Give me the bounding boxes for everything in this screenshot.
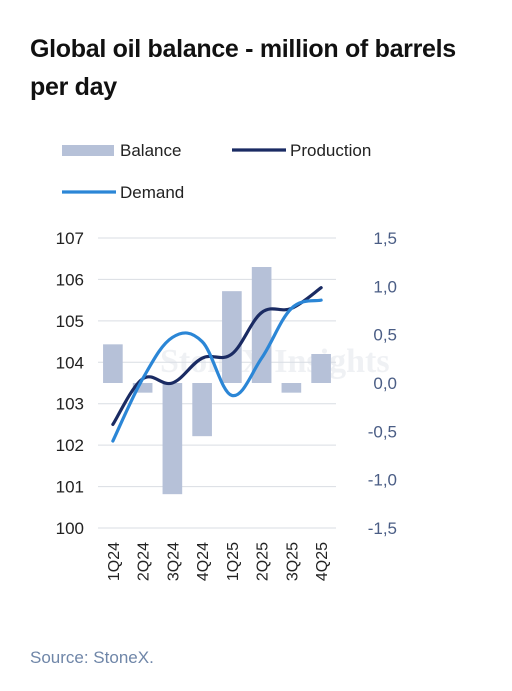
category-label: 2Q24 xyxy=(136,542,153,581)
right-tick-label: -0,5 xyxy=(368,422,397,441)
gridlines xyxy=(98,237,336,529)
left-tick-label: 106 xyxy=(56,270,84,289)
source-note: Source: StoneX. xyxy=(30,648,154,667)
category-label: 3Q24 xyxy=(165,542,182,581)
legend-label: Balance xyxy=(120,141,181,160)
watermark-text: StoneX Insights xyxy=(160,343,390,380)
balance-bar xyxy=(162,383,183,495)
right-tick-label: -1,5 xyxy=(368,519,397,538)
left-tick-label: 103 xyxy=(56,395,84,414)
left-tick-label: 104 xyxy=(56,353,84,372)
right-axis: -1,5 -1,0 -0,5 0,0 0,5 1,0 1,5 xyxy=(368,229,397,538)
category-label: 4Q24 xyxy=(195,542,212,581)
balance-bar xyxy=(192,383,212,437)
legend-label: Production xyxy=(290,141,371,160)
legend: Balance Production Demand xyxy=(62,141,371,202)
chart-area: StoneX Insights 100 101 102 103 104 105 106 107… xyxy=(56,141,397,581)
x-axis: 1Q24 2Q24 3Q24 4Q24 1Q25 2Q25 3Q25 4Q25 xyxy=(106,542,331,581)
legend-item-production: Production xyxy=(232,141,371,160)
legend-swatch xyxy=(62,145,114,156)
left-tick-label: 101 xyxy=(56,478,84,497)
left-axis: 100 101 102 103 104 105 106 107 xyxy=(56,229,84,538)
legend-item-demand: Demand xyxy=(62,183,184,202)
balance-bar xyxy=(281,383,302,393)
category-label: 4Q25 xyxy=(314,542,331,581)
watermark: StoneX Insights xyxy=(160,343,390,380)
demand-line xyxy=(111,298,323,443)
category-label: 2Q25 xyxy=(255,542,272,581)
category-label: 1Q24 xyxy=(106,542,123,581)
balance-bars xyxy=(103,267,331,495)
left-tick-label: 102 xyxy=(56,436,84,455)
right-tick-label: -1,0 xyxy=(368,471,397,490)
category-label: 3Q25 xyxy=(284,542,301,581)
series-lines xyxy=(111,286,323,443)
right-tick-label: 0,5 xyxy=(373,326,397,345)
balance-bar xyxy=(251,267,272,383)
right-tick-label: 1,5 xyxy=(373,229,397,248)
balance-bar xyxy=(132,383,153,393)
left-tick-label: 100 xyxy=(56,519,84,538)
balance-bar xyxy=(103,344,123,383)
category-label: 1Q25 xyxy=(225,542,242,581)
right-tick-label: 1,0 xyxy=(373,277,397,296)
legend-item-balance: Balance xyxy=(62,141,181,160)
chart-title: Global oil balance - million of barrels … xyxy=(30,35,456,101)
balance-bar xyxy=(222,291,242,383)
balance-bar xyxy=(311,354,331,383)
left-tick-label: 107 xyxy=(56,229,84,248)
legend-label: Demand xyxy=(120,183,184,202)
left-tick-label: 105 xyxy=(56,312,84,331)
right-tick-label: 0,0 xyxy=(373,374,397,393)
